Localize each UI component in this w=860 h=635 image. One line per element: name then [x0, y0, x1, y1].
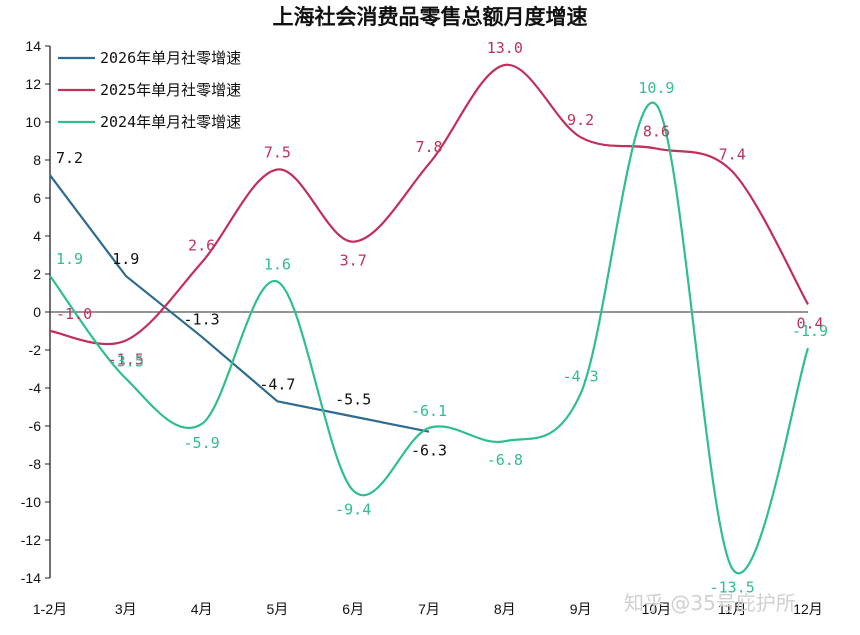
y-tick-label: 6	[33, 190, 41, 206]
x-tick-label: 6月	[342, 601, 364, 617]
y-tick-label: -2	[29, 342, 42, 358]
data-label-2024: 10.9	[638, 79, 674, 97]
data-label-2025: -1.5	[108, 351, 144, 369]
data-label-2024: -4.3	[563, 368, 599, 386]
x-tick-label: 12月	[793, 601, 823, 617]
data-label-2024: -13.5	[710, 579, 755, 597]
data-label-2025: 8.6	[643, 123, 670, 141]
y-tick-label: 4	[33, 228, 41, 244]
data-label-2026: -1.3	[184, 311, 220, 329]
data-label-2026: -5.5	[335, 391, 371, 409]
watermark: 知乎 @35号庇护所	[624, 591, 796, 615]
x-tick-label: 9月	[570, 601, 592, 617]
series-line-2024	[49, 101, 810, 574]
chart-title: 上海社会消费品零售总额月度增速	[273, 4, 588, 29]
x-tick-label: 11月	[718, 601, 747, 617]
data-label-2024: -3.5	[108, 353, 144, 371]
data-label-2024: -6.1	[411, 402, 447, 420]
series-lines	[49, 63, 810, 574]
data-label-2026: -4.7	[259, 375, 295, 393]
legend-label-2026: 2026年单月社零增速	[100, 49, 241, 67]
data-label-2026: 1.9	[112, 250, 139, 268]
data-label-2025: 7.4	[719, 145, 746, 163]
y-tick-label: -4	[29, 380, 42, 396]
x-axis: 1-2月 3月 4月 5月 6月 7月 8月 9月 10月 11月 12月	[33, 601, 823, 617]
y-tick-label: 0	[33, 304, 41, 320]
data-label-2024: -6.8	[487, 451, 523, 469]
y-tick-label: 14	[25, 38, 41, 54]
data-label-2024: 1.9	[56, 250, 83, 268]
data-label-2025: 9.2	[567, 111, 594, 129]
y-tick-label: 2	[33, 266, 41, 282]
y-axis: 14 12 10 8 6 4 2 0 -2 -4 -6 -8 -10 -12 -14	[21, 38, 51, 586]
legend: 2026年单月社零增速 2025年单月社零增速 2024年单月社零增速	[58, 49, 241, 131]
data-label-2025: 13.0	[487, 39, 523, 57]
legend-label-2024: 2024年单月社零增速	[100, 113, 241, 131]
x-tick-label: 8月	[494, 601, 516, 617]
y-tick-label: -14	[21, 570, 41, 586]
data-label-2026: 7.2	[56, 149, 83, 167]
y-tick-label: 12	[25, 76, 41, 92]
data-label-2025: 2.6	[188, 237, 215, 255]
y-tick-label: -10	[21, 494, 41, 510]
series-line-2025	[49, 63, 809, 346]
y-tick-label: -8	[29, 456, 42, 472]
x-tick-label: 1-2月	[33, 601, 67, 617]
data-label-2024: 1.6	[264, 256, 291, 274]
x-tick-label: 7月	[418, 601, 440, 617]
series-line-2026	[49, 174, 430, 433]
x-tick-label: 5月	[267, 601, 289, 617]
data-label-2025: -1.0	[56, 305, 92, 323]
y-tick-label: 8	[33, 152, 41, 168]
y-tick-label: -12	[21, 532, 41, 548]
data-label-2025: 7.8	[415, 138, 442, 156]
x-tick-label: 3月	[115, 601, 137, 617]
data-label-2025: 7.5	[264, 144, 291, 162]
data-label-2025: 0.4	[796, 314, 823, 332]
data-label-2024: -5.9	[184, 434, 220, 452]
y-tick-label: 10	[25, 114, 41, 130]
x-tick-label: 4月	[191, 601, 213, 617]
x-tick-label: 10月	[642, 601, 672, 617]
data-label-2024: -9.4	[335, 501, 371, 519]
data-labels: 7.2 1.9 -1.3 -4.7 -5.5 -6.3 -1.0 -1.5 2.6 7.5 3.7 7…	[56, 39, 828, 597]
data-label-2024: -1.9	[792, 322, 828, 340]
data-label-2026: -6.3	[411, 442, 447, 460]
data-label-2025: 3.7	[340, 252, 367, 270]
y-tick-label: -6	[29, 418, 42, 434]
legend-label-2025: 2025年单月社零增速	[100, 81, 241, 99]
